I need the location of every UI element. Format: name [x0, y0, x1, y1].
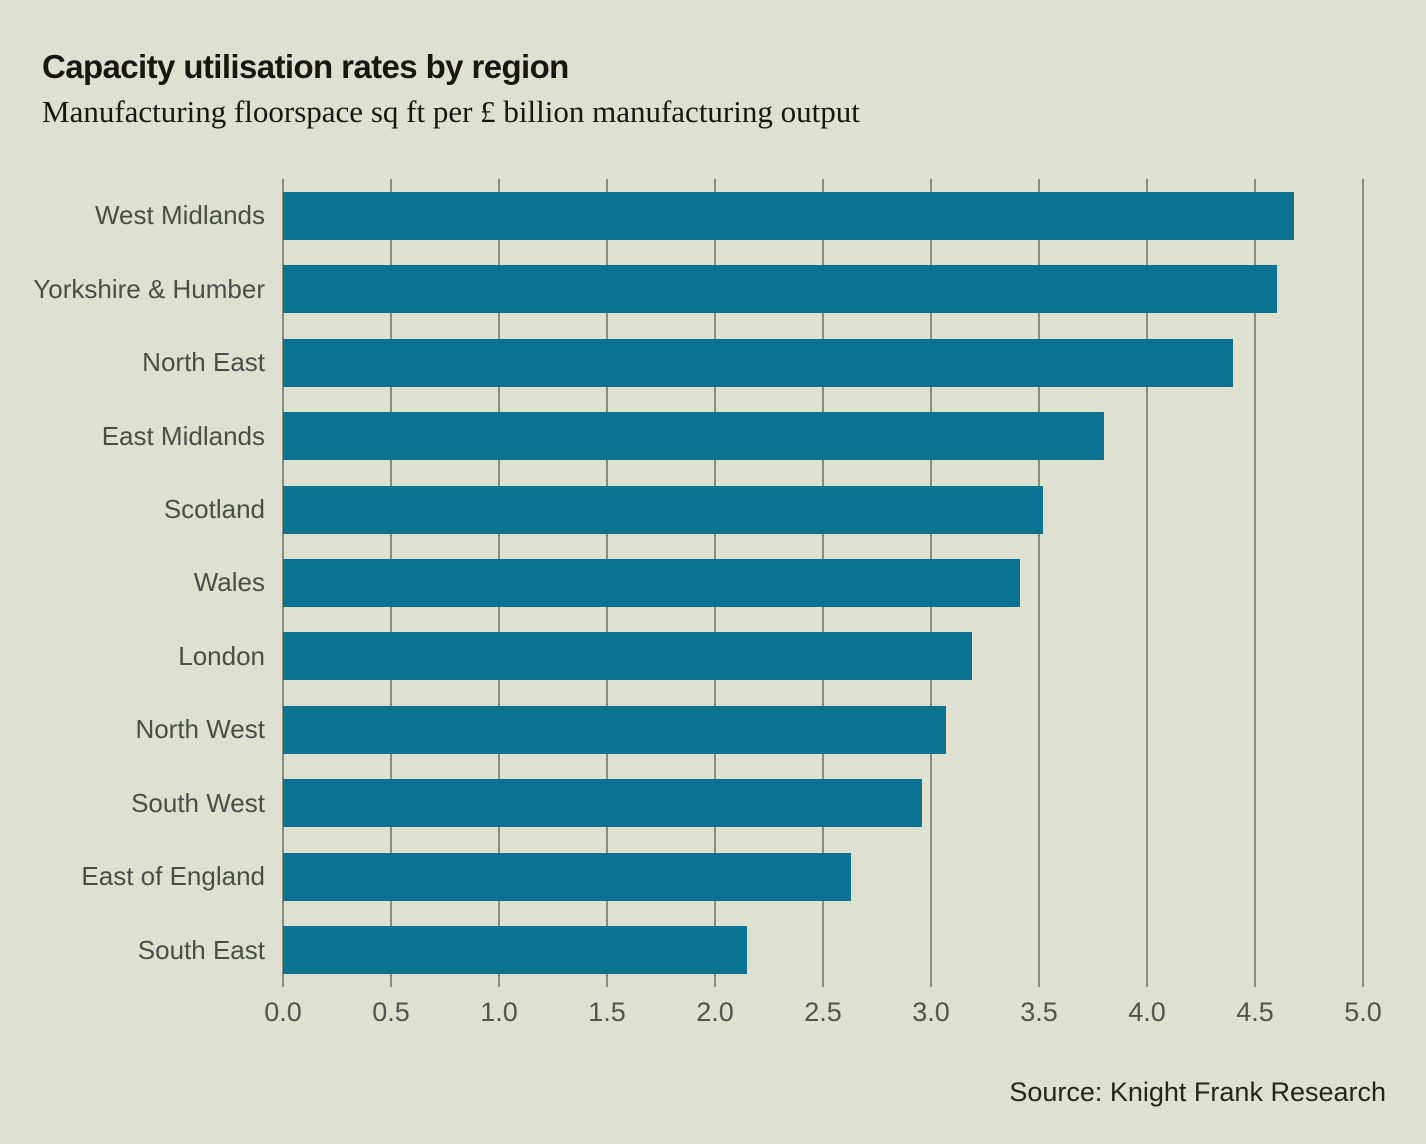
category-label: South West	[131, 787, 265, 818]
bar	[283, 412, 1104, 461]
bar	[283, 632, 973, 681]
bar	[283, 265, 1277, 314]
bar-track	[283, 191, 1363, 240]
category-label: North East	[142, 347, 265, 378]
bar-row: London	[0, 620, 1363, 693]
bar	[283, 191, 1294, 240]
gridline	[1146, 179, 1148, 987]
bar-row: South West	[0, 767, 1363, 840]
x-tick-label: 1.0	[480, 997, 518, 1027]
bar-row: South East	[0, 914, 1363, 987]
bar-track	[283, 338, 1363, 387]
bar-row: North West	[0, 693, 1363, 766]
bar-track	[283, 265, 1363, 314]
bar-track	[283, 852, 1363, 901]
category-label: North West	[135, 714, 265, 745]
x-tick-label: 0.5	[372, 997, 410, 1027]
bar-row: Yorkshire & Humber	[0, 252, 1363, 325]
x-tick-label: 3.5	[1020, 997, 1058, 1027]
bar-row: North East	[0, 326, 1363, 399]
bar-track	[283, 485, 1363, 534]
bar	[283, 852, 852, 901]
bar-track	[283, 412, 1363, 461]
category-label: Wales	[193, 567, 265, 598]
x-tick-label: 3.0	[912, 997, 950, 1027]
bar-track	[283, 779, 1363, 828]
x-tick-label: 0.0	[264, 997, 302, 1027]
chart-subtitle: Manufacturing floorspace sq ft per £ bil…	[42, 94, 860, 129]
bar	[283, 338, 1234, 387]
bar-row: East of England	[0, 840, 1363, 913]
category-label: East of England	[81, 861, 265, 892]
gridline	[1254, 179, 1256, 987]
x-tick-label: 2.0	[696, 997, 734, 1027]
bar	[283, 485, 1044, 534]
bar-row: West Midlands	[0, 179, 1363, 252]
bar-track	[283, 632, 1363, 681]
bar-track	[283, 558, 1363, 607]
bar	[283, 705, 947, 754]
bar	[283, 779, 923, 828]
x-tick-label: 4.0	[1128, 997, 1166, 1027]
bar-row: East Midlands	[0, 399, 1363, 472]
x-tick-label: 2.5	[804, 997, 842, 1027]
source-note: Source: Knight Frank Research	[1009, 1077, 1386, 1107]
x-axis: 0.0 0.5 1.0 1.5 2.0 2.5 3.0 3.5 4.0 4.5 5.0	[264, 997, 1382, 1033]
bar-track	[283, 705, 1363, 754]
bar-rows: West Midlands Yorkshire & Humber North Eas…	[0, 179, 1363, 987]
bar-row: Scotland	[0, 473, 1363, 546]
category-label: Scotland	[163, 494, 265, 525]
bar-track	[283, 926, 1363, 975]
category-label: London	[178, 640, 265, 671]
bar-row: Wales	[0, 546, 1363, 619]
x-tick-label: 5.0	[1344, 997, 1382, 1027]
gridline	[1038, 179, 1040, 987]
category-label: Yorkshire & Humber	[33, 273, 265, 304]
bar	[283, 558, 1020, 607]
category-label: West Midlands	[94, 200, 265, 231]
category-label: South East	[137, 934, 265, 965]
x-tick-label: 4.5	[1236, 997, 1274, 1027]
x-tick-label: 1.5	[588, 997, 626, 1027]
category-label: East Midlands	[101, 420, 265, 451]
bar	[283, 926, 748, 975]
gridline	[1362, 179, 1364, 987]
chart-title: Capacity utilisation rates by region	[42, 48, 569, 85]
